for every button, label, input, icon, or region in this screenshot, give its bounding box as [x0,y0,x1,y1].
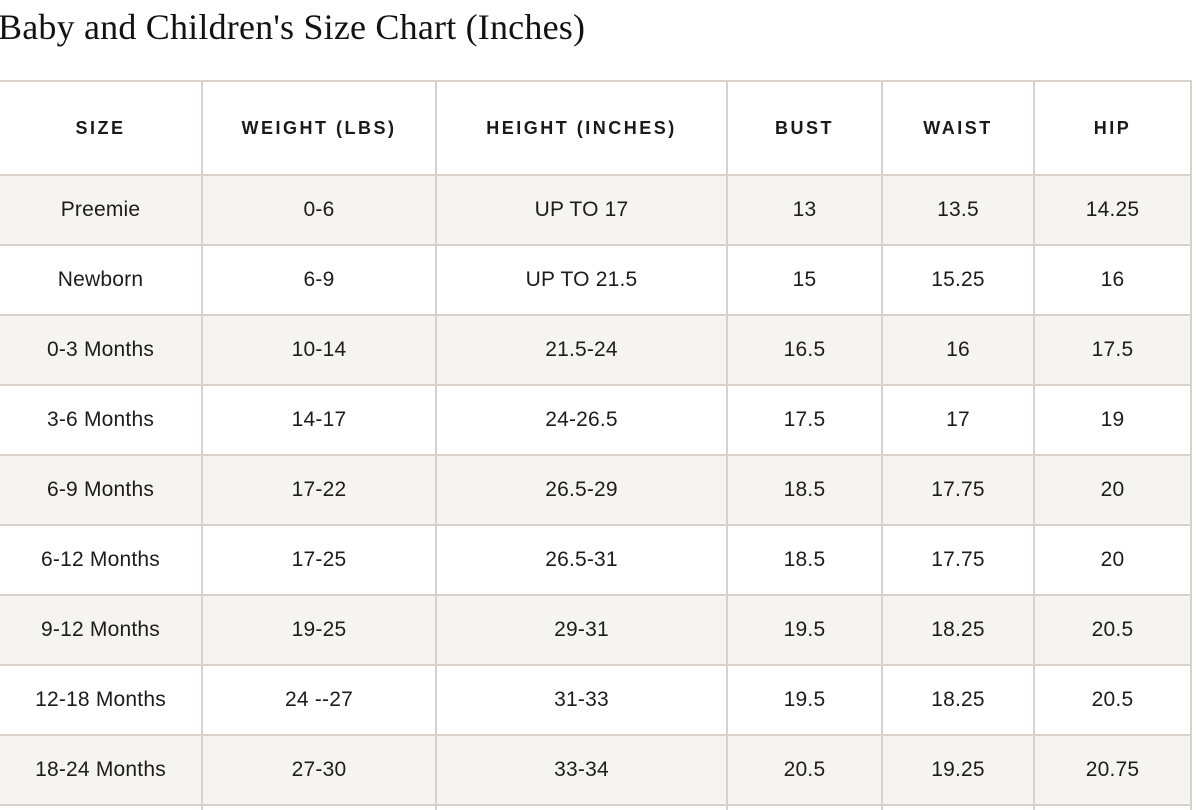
size-cell: 6-12 Months [0,524,203,596]
measure-cell: 0-6 [201,174,437,246]
size-cell: 18-24 Months [0,734,203,806]
measure-cell: 18.5 [726,524,883,596]
measure-cell: 27-30 [201,734,437,806]
partial-cell [726,804,883,810]
measure-cell: 15 [726,244,883,316]
measure-cell: 16 [881,314,1035,386]
column-header: HEIGHT (INCHES) [435,80,728,176]
measure-cell: 26.5-31 [435,524,728,596]
table-row: 0-3 Months 10-14 21.5-24 16.5 16 17.5 [0,314,1192,386]
column-header: SIZE [0,80,203,176]
measure-cell: 20.5 [1033,664,1192,736]
measure-cell: 24 --27 [201,664,437,736]
measure-cell: 18.25 [881,664,1035,736]
measure-cell: 17.75 [881,454,1035,526]
measure-cell: 13.5 [881,174,1035,246]
measure-cell: 21.5-24 [435,314,728,386]
measure-cell: 17-22 [201,454,437,526]
measure-cell: 17.75 [881,524,1035,596]
partial-cell [1033,804,1192,810]
measure-cell: 14.25 [1033,174,1192,246]
measure-cell: 20.5 [726,734,883,806]
measure-cell: 20 [1033,454,1192,526]
column-header: HIP [1033,80,1192,176]
measure-cell: 13 [726,174,883,246]
size-cell: Newborn [0,244,203,316]
table-row: 6-12 Months 17-25 26.5-31 18.5 17.75 20 [0,524,1192,596]
size-cell: 3-6 Months [0,384,203,456]
header-row: SIZE WEIGHT (LBS) HEIGHT (INCHES) BUST WAIST… [0,80,1192,176]
partial-cell [881,804,1035,810]
measure-cell: UP TO 21.5 [435,244,728,316]
size-cell: Preemie [0,174,203,246]
measure-cell: 19 [1033,384,1192,456]
table-row: Newborn 6-9 UP TO 21.5 15 15.25 16 [0,244,1192,316]
page-title: Baby and Children's Size Chart (Inches) [0,7,586,47]
measure-cell: 31-33 [435,664,728,736]
column-header: BUST [726,80,883,176]
size-cell: 0-3 Months [0,314,203,386]
size-cell: 6-9 Months [0,454,203,526]
table-row: 6-9 Months 17-22 26.5-29 18.5 17.75 20 [0,454,1192,526]
measure-cell: 17 [881,384,1035,456]
table-row: 3-6 Months 14-17 24-26.5 17.5 17 19 [0,384,1192,456]
measure-cell: 19.5 [726,594,883,666]
measure-cell: 33-34 [435,734,728,806]
measure-cell: 19.25 [881,734,1035,806]
partial-cell [201,804,437,810]
measure-cell: 15.25 [881,244,1035,316]
measure-cell: 24-26.5 [435,384,728,456]
table-body: Preemie 0-6 UP TO 17 13 13.5 14.25 Newborn 6-9 U… [0,174,1192,810]
size-cell: 12-18 Months [0,664,203,736]
measure-cell: 16.5 [726,314,883,386]
column-header: WAIST [881,80,1035,176]
measure-cell: 6-9 [201,244,437,316]
partial-cell [0,804,203,810]
measure-cell: 17-25 [201,524,437,596]
table-row: 18-24 Months 27-30 33-34 20.5 19.25 20.75 [0,734,1192,806]
measure-cell: 19-25 [201,594,437,666]
table-row: Preemie 0-6 UP TO 17 13 13.5 14.25 [0,174,1192,246]
measure-cell: 20.5 [1033,594,1192,666]
measure-cell: 18.5 [726,454,883,526]
table-row: 12-18 Months 24 --27 31-33 19.5 18.25 20.5 [0,664,1192,736]
measure-cell: 26.5-29 [435,454,728,526]
measure-cell: 17.5 [726,384,883,456]
measure-cell: 29-31 [435,594,728,666]
measure-cell: 20 [1033,524,1192,596]
measure-cell: UP TO 17 [435,174,728,246]
measure-cell: 18.25 [881,594,1035,666]
measure-cell: 16 [1033,244,1192,316]
table-row: 9-12 Months 19-25 29-31 19.5 18.25 20.5 [0,594,1192,666]
size-cell: 9-12 Months [0,594,203,666]
measure-cell: 19.5 [726,664,883,736]
measure-cell: 10-14 [201,314,437,386]
partial-row [0,804,1192,810]
partial-cell [435,804,728,810]
measure-cell: 17.5 [1033,314,1192,386]
column-header: WEIGHT (LBS) [201,80,437,176]
measure-cell: 20.75 [1033,734,1192,806]
measure-cell: 14-17 [201,384,437,456]
size-chart-table: SIZE WEIGHT (LBS) HEIGHT (INCHES) BUST WAIST… [0,80,1192,810]
